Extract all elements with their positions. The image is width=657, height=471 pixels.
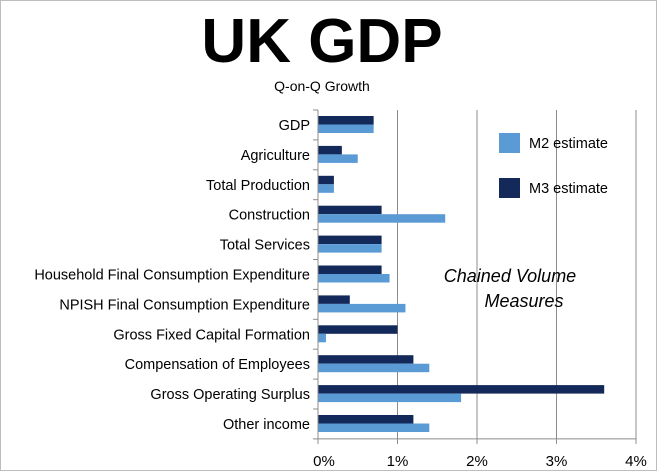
bar-m2-8: [318, 363, 430, 373]
bar-m2-6: [318, 303, 406, 313]
axes: [313, 109, 637, 444]
bar-m3-3: [318, 205, 382, 215]
category-labels: GDP Agriculture Total Production Constructi…: [34, 118, 310, 433]
legend-swatch-1: [499, 178, 520, 198]
gridlines: [397, 110, 637, 439]
legend: M2 estimate M3 estimate: [499, 133, 608, 198]
category-label-2: Total Production: [206, 178, 310, 194]
category-label-0: GDP: [279, 118, 310, 134]
bar-m2-0: [318, 124, 374, 133]
category-label-4: Total Services: [220, 238, 310, 254]
x-tick-label-4: 4%: [625, 453, 647, 470]
category-label-1: Agriculture: [241, 148, 310, 164]
bar-m2-3: [318, 214, 446, 223]
category-label-6: NPISH Final Consumption Expenditure: [59, 297, 310, 313]
bar-m3-10: [318, 415, 414, 424]
bar-m3-6: [318, 295, 350, 304]
bar-m2-5: [318, 274, 390, 283]
category-label-3: Construction: [229, 208, 310, 224]
bar-m2-2: [318, 184, 334, 193]
category-label-10: Other income: [223, 417, 310, 433]
bar-m3-7: [318, 325, 398, 334]
chart-title: UK GDP: [201, 7, 442, 76]
x-tick-label-2: 2%: [466, 453, 488, 470]
bar-m2-9: [318, 393, 462, 403]
bar-m3-2: [318, 175, 334, 185]
bars: [318, 116, 605, 432]
category-label-8: Compensation of Employees: [125, 357, 310, 373]
category-label-5: Household Final Consumption Expenditure: [34, 267, 310, 283]
bar-m2-1: [318, 154, 358, 163]
category-label-9: Gross Operating Surplus: [150, 387, 310, 403]
x-tick-labels: 0% 1% 2% 3% 4%: [313, 453, 647, 470]
chart-subtitle: Q-on-Q Growth: [274, 78, 370, 94]
bar-m2-7: [318, 333, 326, 343]
x-tick-label-3: 3%: [546, 453, 568, 470]
bar-m2-4: [318, 244, 382, 253]
bar-m3-1: [318, 145, 342, 155]
bar-m3-4: [318, 235, 382, 245]
bar-m3-0: [318, 116, 374, 125]
annotation-line-1: Chained Volume: [444, 266, 576, 286]
x-tick-label-0: 0%: [313, 453, 335, 470]
legend-swatch-0: [499, 133, 520, 153]
bar-m3-5: [318, 265, 382, 274]
legend-label-0: M2 estimate: [529, 136, 608, 152]
x-tick-label-1: 1%: [387, 453, 409, 470]
bar-m3-8: [318, 355, 414, 364]
bar-m3-9: [318, 385, 605, 394]
bar-m2-10: [318, 423, 430, 432]
legend-label-1: M3 estimate: [529, 181, 608, 197]
category-label-7: Gross Fixed Capital Formation: [113, 327, 310, 343]
annotation-line-2: Measures: [484, 291, 563, 311]
